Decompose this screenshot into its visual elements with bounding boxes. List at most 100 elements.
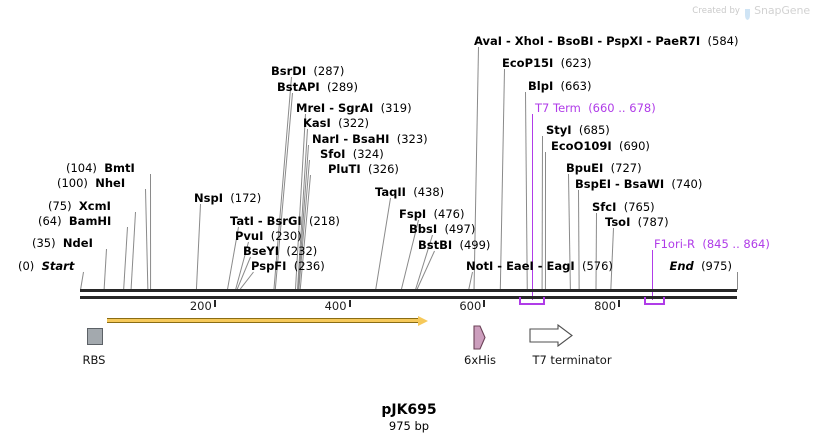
enzyme-label[interactable]: SfoI (324) — [320, 148, 384, 161]
terminator-arrow-icon[interactable] — [529, 323, 573, 348]
enzyme-label[interactable]: TaqII (438) — [375, 186, 444, 199]
enzyme-label[interactable]: PvuI (230) — [235, 230, 302, 243]
enzyme-name: BseYI — [243, 244, 280, 258]
ruler-tick-mark — [348, 300, 351, 307]
enzyme-label[interactable]: BbsI (497) — [409, 223, 475, 236]
enzyme-label[interactable]: (75) XcmI — [48, 200, 111, 213]
enzyme-position: (727) — [610, 161, 642, 175]
his-tag-pentagon-icon[interactable] — [473, 325, 486, 350]
enzyme-label[interactable]: SfcI (765) — [592, 201, 655, 214]
enzyme-label[interactable]: KasI (322) — [303, 117, 369, 130]
enzyme-label[interactable]: BlpI (663) — [528, 80, 591, 93]
enzyme-position: (64) — [38, 214, 62, 228]
enzyme-position: (287) — [313, 64, 345, 78]
enzyme-name: StyI — [546, 123, 572, 137]
rbs-box-icon[interactable] — [87, 328, 103, 345]
enzyme-position: (230) — [270, 229, 302, 243]
enzyme-label[interactable]: (35) NdeI — [32, 237, 93, 250]
enzyme-name: BmtI — [104, 161, 135, 175]
enzyme-leader-line — [130, 211, 136, 291]
ruler-tick-label: 800 — [594, 299, 617, 313]
ruler-top-line — [80, 289, 737, 292]
enzyme-label[interactable]: BstBI (499) — [418, 239, 490, 252]
enzyme-label[interactable]: NotI - EaeI - EagI (576) — [466, 260, 613, 273]
enzyme-label[interactable]: (104) BmtI — [66, 162, 135, 175]
enzyme-leader-line — [103, 248, 107, 291]
enzyme-label[interactable]: BstAPI (289) — [277, 81, 358, 94]
enzyme-position: (100) — [57, 176, 88, 190]
enzyme-label[interactable]: BseYI (232) — [243, 245, 317, 258]
enzyme-name: Start — [41, 259, 75, 273]
enzyme-leader-line — [123, 226, 128, 291]
enzyme-label[interactable]: FspI (476) — [399, 208, 464, 221]
enzyme-name: BstAPI — [277, 80, 320, 94]
enzyme-leader-line — [468, 271, 473, 291]
feature-glyph-label: RBS — [82, 353, 106, 367]
enzyme-position: (232) — [286, 244, 318, 258]
enzyme-name: BlpI — [528, 79, 554, 93]
orf-arrow-body — [107, 318, 418, 323]
watermark-brand: SnapGene — [754, 4, 810, 17]
enzyme-position: (104) — [66, 161, 97, 175]
enzyme-label[interactable]: (0) Start — [18, 260, 74, 273]
T7-terminator-bracket[interactable] — [519, 297, 545, 305]
enzyme-position: (660 .. 678) — [588, 101, 656, 115]
enzyme-name: BpuEI — [566, 161, 604, 175]
ruler-tick-mark — [618, 300, 621, 307]
F1ori-R-bracket[interactable] — [644, 297, 665, 305]
enzyme-name: NarI - BsaHI — [312, 132, 390, 146]
enzyme-leader-line — [595, 212, 597, 291]
enzyme-position: (499) — [459, 238, 491, 252]
enzyme-position: (576) — [582, 259, 613, 273]
enzyme-label[interactable]: BpuEI (727) — [566, 162, 642, 175]
enzyme-position: (326) — [368, 162, 399, 176]
enzyme-label[interactable]: TatI - BsrGI (218) — [230, 215, 340, 228]
feature-label[interactable]: T7 Term (660 .. 678) — [535, 102, 656, 115]
enzyme-label[interactable]: (64) BamHI — [38, 215, 111, 228]
enzyme-position: (75) — [48, 199, 72, 213]
ruler-tick-mark — [483, 300, 486, 307]
feature-glyph-label: 6xHis — [464, 353, 496, 367]
enzyme-name: FspI — [399, 207, 427, 221]
enzyme-position: (236) — [293, 259, 325, 273]
enzyme-leader-line — [737, 272, 738, 290]
feature-leader-line — [532, 114, 533, 300]
enzyme-position: (323) — [396, 132, 428, 146]
enzyme-label[interactable]: NspI (172) — [194, 192, 261, 205]
enzyme-label[interactable]: MreI - SgrAI (319) — [296, 102, 412, 115]
enzyme-label[interactable]: PspFI (236) — [251, 260, 325, 273]
enzyme-name: KasI — [303, 116, 331, 130]
feature-label[interactable]: F1ori-R (845 .. 864) — [654, 238, 770, 251]
enzyme-label[interactable]: EcoP15I (623) — [502, 57, 592, 70]
enzyme-position: (319) — [380, 101, 412, 115]
enzyme-label[interactable]: BspEI - BsaWI (740) — [575, 178, 702, 191]
orf-arrow-head — [418, 316, 428, 326]
enzyme-name: SfoI — [320, 147, 346, 161]
enzyme-label[interactable]: AvaI - XhoI - BsoBI - PspXI - PaeR7I (58… — [474, 35, 738, 48]
enzyme-position: (35) — [32, 236, 56, 250]
snapgene-logo-icon — [744, 5, 751, 20]
enzyme-name: MreI - SgrAI — [296, 101, 374, 115]
enzyme-position: (685) — [578, 123, 610, 137]
enzyme-name: F1ori-R — [654, 237, 696, 251]
enzyme-label[interactable]: EcoO109I (690) — [551, 140, 650, 153]
enzyme-name: PspFI — [251, 259, 287, 273]
enzyme-label[interactable]: PluTI (326) — [328, 163, 399, 176]
enzyme-label[interactable]: StyI (685) — [546, 124, 610, 137]
enzyme-position: (172) — [230, 191, 262, 205]
orf-arrow[interactable] — [107, 316, 428, 326]
enzyme-label[interactable]: BsrDI (287) — [271, 65, 344, 78]
watermark-created-by: Created by — [692, 5, 741, 16]
enzyme-leader-line — [578, 189, 580, 291]
enzyme-name: BamHI — [68, 214, 112, 228]
plasmid-name: pJK695 — [381, 402, 437, 418]
enzyme-label[interactable]: NarI - BsaHI (323) — [312, 133, 428, 146]
enzyme-position: (476) — [433, 207, 465, 221]
enzyme-label[interactable]: TsoI (787) — [605, 216, 669, 229]
enzyme-label[interactable]: (100) NheI — [57, 177, 125, 190]
enzyme-name: T7 Term — [535, 101, 581, 115]
enzyme-position: (0) — [18, 259, 35, 273]
enzyme-position: (663) — [560, 79, 592, 93]
enzyme-label[interactable]: End (975) — [669, 260, 732, 273]
